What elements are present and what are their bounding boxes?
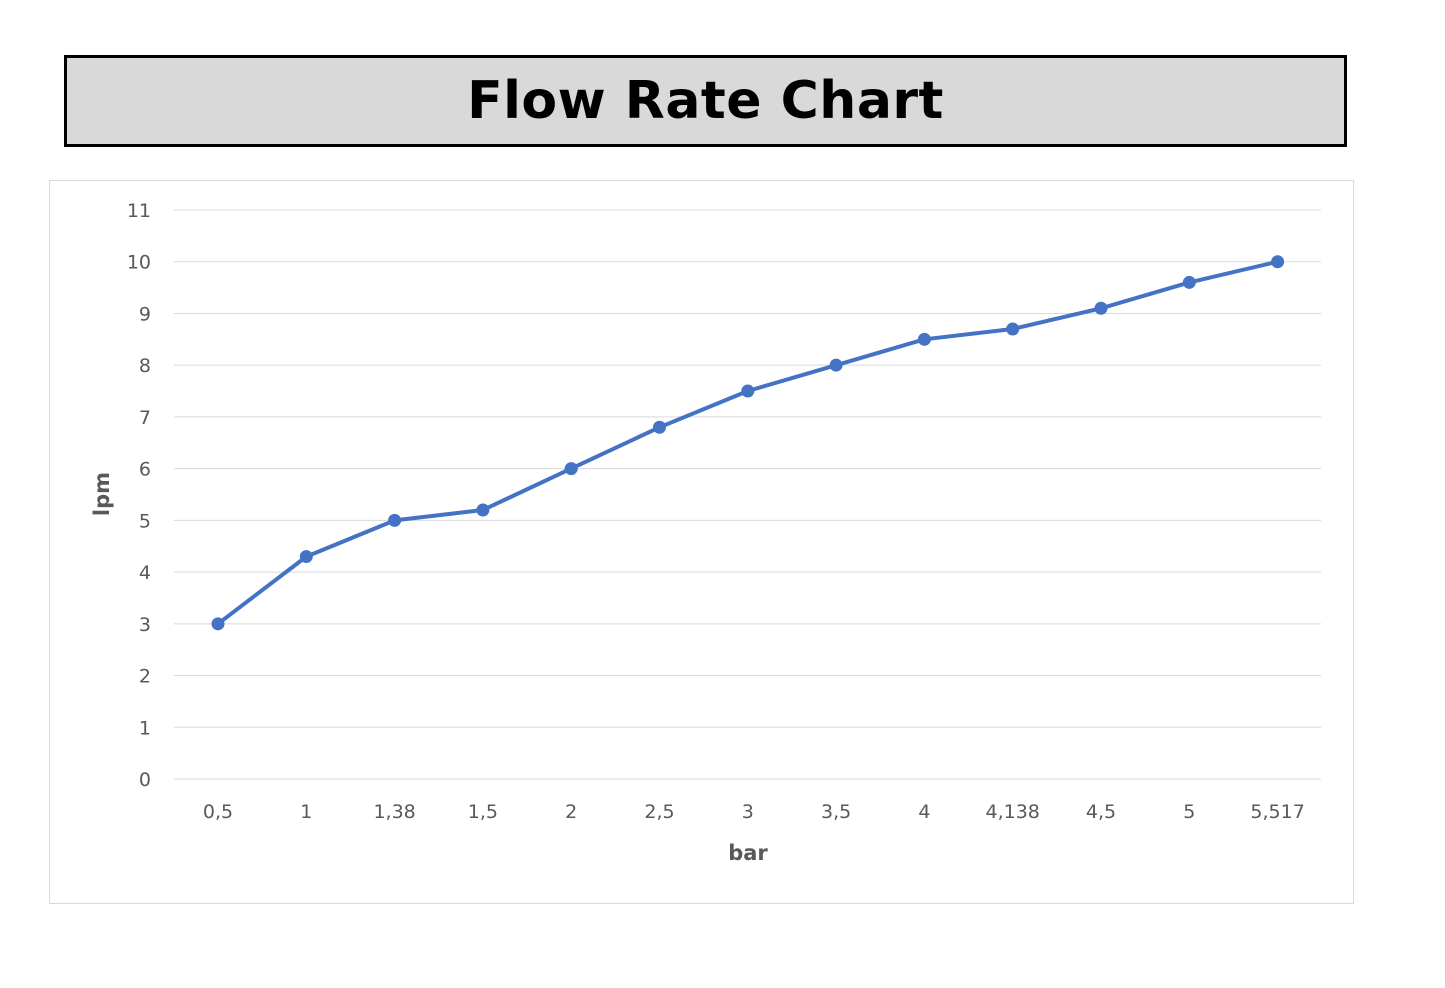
data-point bbox=[917, 332, 931, 346]
y-tick-label: 4 bbox=[139, 562, 151, 584]
x-tick-label: 5 bbox=[1183, 801, 1195, 823]
y-tick-label: 2 bbox=[139, 666, 151, 688]
x-axis-title: bar bbox=[728, 841, 768, 865]
y-axis-tick-labels: 0 1 2 3 4 5 6 7 8 9 10 11 bbox=[127, 200, 151, 791]
y-tick-label: 5 bbox=[139, 510, 151, 532]
data-point bbox=[829, 358, 843, 372]
y-tick-label: 6 bbox=[139, 459, 151, 481]
x-tick-label: 2,5 bbox=[644, 801, 674, 823]
data-point bbox=[1006, 322, 1020, 336]
y-tick-label: 1 bbox=[139, 717, 151, 739]
x-tick-label: 0,5 bbox=[203, 801, 233, 823]
y-tick-label: 0 bbox=[139, 769, 151, 791]
x-tick-label: 5,517 bbox=[1250, 801, 1304, 823]
x-tick-label: 3 bbox=[742, 801, 754, 823]
data-point bbox=[1271, 255, 1285, 269]
series-layer bbox=[211, 255, 1285, 631]
chart-title: Flow Rate Chart bbox=[467, 71, 944, 131]
series-line bbox=[216, 259, 1280, 626]
x-tick-label: 4,5 bbox=[1086, 801, 1116, 823]
y-tick-label: 11 bbox=[127, 200, 151, 222]
y-tick-label: 10 bbox=[127, 252, 151, 274]
x-tick-label: 1,38 bbox=[373, 801, 415, 823]
chart-frame bbox=[49, 180, 1354, 904]
y-tick-label: 7 bbox=[139, 407, 151, 429]
data-point bbox=[1182, 275, 1196, 289]
x-tick-label: 3,5 bbox=[821, 801, 851, 823]
y-tick-label: 8 bbox=[139, 355, 151, 377]
x-tick-label: 4 bbox=[918, 801, 930, 823]
x-axis-tick-labels: 0,5 1 1,38 1,5 2 2,5 3 3,5 4 4,138 4,5 5 5,517 bbox=[203, 801, 1305, 823]
x-tick-label: 1 bbox=[300, 801, 312, 823]
data-point bbox=[388, 513, 402, 527]
data-point bbox=[564, 462, 578, 476]
chart-title-box: Flow Rate Chart bbox=[64, 55, 1347, 147]
x-tick-label: 2 bbox=[565, 801, 577, 823]
data-point bbox=[211, 617, 225, 631]
y-tick-label: 3 bbox=[139, 614, 151, 636]
data-point bbox=[741, 384, 755, 398]
gridlines bbox=[174, 209, 1321, 780]
data-point bbox=[299, 550, 313, 564]
y-tick-label: 9 bbox=[139, 303, 151, 325]
x-tick-label: 4,138 bbox=[985, 801, 1039, 823]
data-point bbox=[1094, 301, 1108, 315]
y-axis-title: lpm bbox=[90, 472, 114, 516]
data-point bbox=[476, 503, 490, 517]
x-tick-label: 1,5 bbox=[468, 801, 498, 823]
data-point bbox=[653, 420, 666, 434]
